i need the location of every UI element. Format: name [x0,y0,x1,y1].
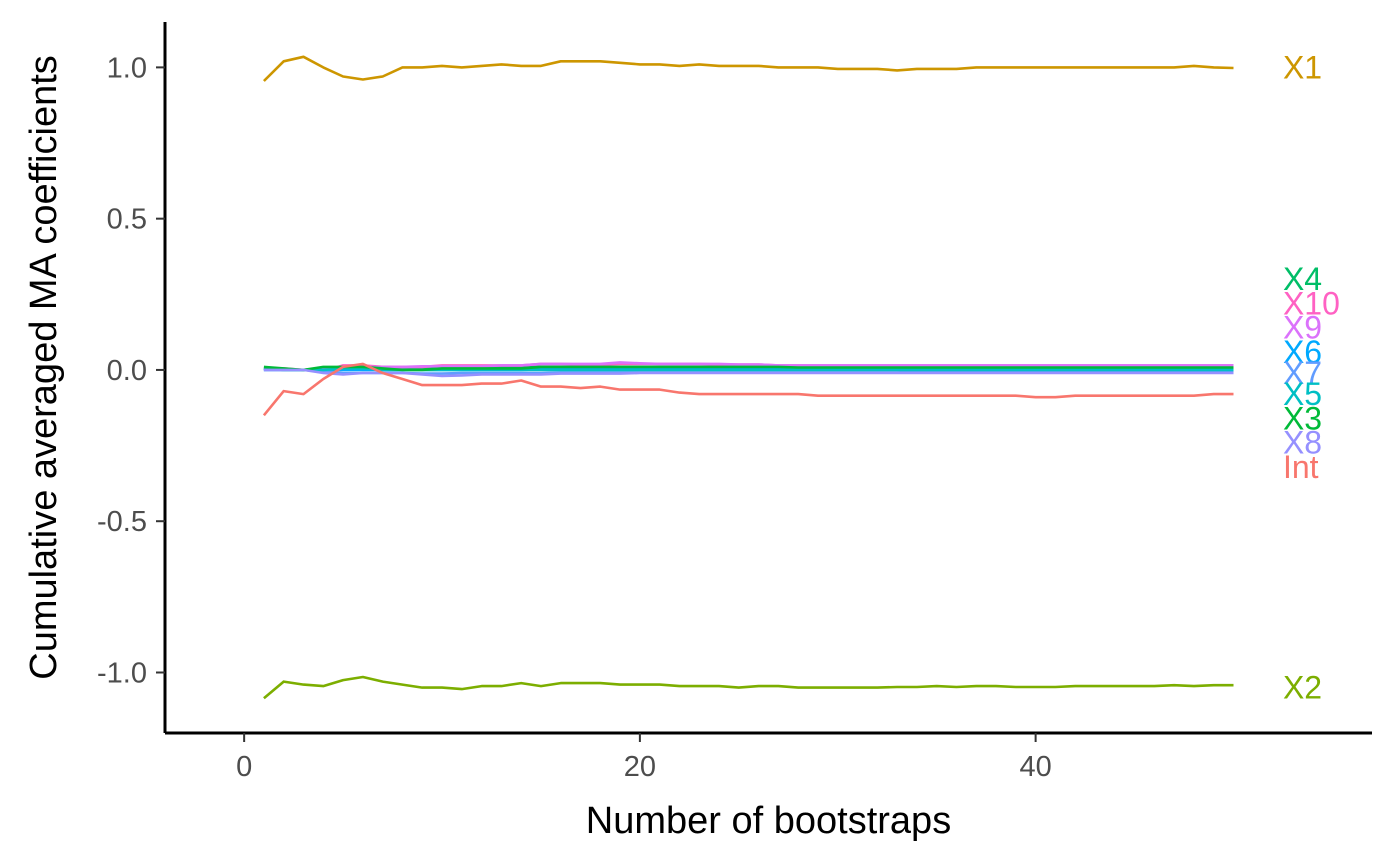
y-axis-ticks: 1.0 0.5 0.0 -0.5 -1.0 [97,52,165,689]
series-line-int [262,362,1234,417]
series-label-x10: X10 [1283,285,1340,321]
x-tick-label: 20 [624,751,656,783]
series-label-x2: X2 [1283,670,1322,706]
series-line-x8 [263,368,1234,378]
y-tick-label: 0.0 [107,355,147,387]
x-tick-label: 0 [236,751,252,783]
y-axis-title: Cumulative averaged MA coefficients [23,55,65,680]
x-axis-ticks: 0 20 40 [236,733,1052,783]
series-line-x1 [262,55,1234,82]
series-line-x2 [263,675,1234,700]
series-label-x7: X7 [1283,355,1322,391]
series-label-x6: X6 [1283,334,1322,370]
series-label-x3: X3 [1283,400,1322,436]
series-label-x5: X5 [1283,376,1322,412]
y-tick-label: -0.5 [97,506,147,538]
series-label-x9: X9 [1283,310,1322,346]
x-tick-label: 40 [1019,751,1051,783]
series-line-x9 [263,361,1234,372]
series-label-int: Int [1283,449,1319,485]
y-tick-label: 0.5 [107,204,147,236]
y-tick-label: -1.0 [97,657,147,689]
series-label-x8: X8 [1283,425,1322,461]
x-axis-title: Number of bootstraps [586,800,951,842]
y-tick-label: 1.0 [107,52,147,84]
series-label-x1: X1 [1283,49,1322,85]
series-line-x3 [263,365,1234,372]
series-label-x4: X4 [1283,261,1322,297]
series-lines [262,55,1234,700]
